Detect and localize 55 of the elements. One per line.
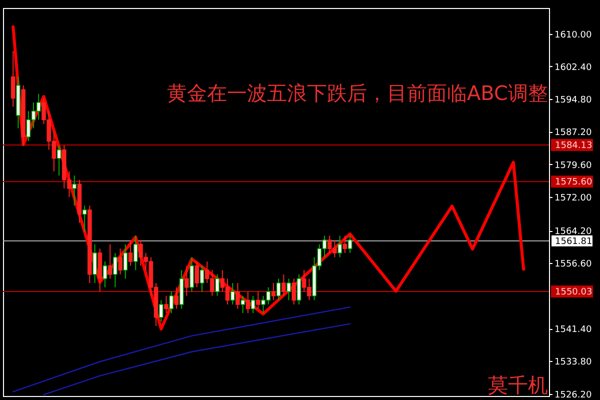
candlestick [282, 274, 286, 296]
y-tick-label: 1594.80 [554, 96, 592, 106]
line-series [43, 323, 351, 396]
candlestick [184, 265, 189, 296]
candlestick [276, 278, 281, 301]
y-tick-label: 1541.40 [554, 325, 592, 336]
ref-line-label: 1550.03 [555, 287, 592, 298]
ref-line-label: 1575.60 [555, 178, 592, 188]
candlestick [72, 175, 77, 206]
y-tick-label: 1564.20 [554, 227, 592, 238]
y-tick-label: 1579.60 [554, 160, 592, 171]
candlestick [348, 235, 352, 254]
candlestick [271, 282, 276, 301]
y-tick-label: 1533.80 [554, 358, 592, 368]
y-tick-label: 1587.20 [554, 128, 592, 138]
candlestick [286, 278, 291, 301]
candlestick [215, 274, 220, 296]
candlestick [108, 244, 112, 280]
annotation: 黄金在一波五浪下跌后，目前面临ABC调整 [166, 81, 548, 105]
candlestick [118, 248, 122, 275]
candlestick [230, 282, 235, 305]
ref-line-label: 1561.81 [555, 236, 592, 247]
candlestick [128, 240, 133, 266]
candlestick [56, 144, 62, 176]
y-tick-label: 1602.40 [554, 62, 592, 73]
candlestick [338, 235, 342, 258]
candlestick [113, 252, 118, 288]
line-series [12, 306, 351, 392]
candlestick [164, 295, 168, 314]
y-tick-label: 1526.20 [554, 390, 592, 400]
candlestick [82, 205, 87, 232]
candlestick [236, 282, 240, 310]
candlestick [240, 295, 245, 314]
candlestick [296, 274, 302, 305]
candlestick [256, 291, 260, 310]
candlestick [250, 295, 256, 314]
candlestick [200, 265, 204, 292]
candlestick [292, 278, 296, 305]
candlestick [190, 256, 194, 292]
candlestick [102, 261, 108, 288]
y-tick-label: 1572.00 [554, 194, 592, 204]
candlestick [92, 244, 97, 284]
annotation: 莫千机 [488, 373, 548, 397]
candlestick [10, 50, 16, 108]
candlestick [133, 235, 138, 271]
candlestick [169, 291, 174, 314]
candlestick [174, 286, 179, 310]
y-tick-label: 1556.60 [554, 260, 592, 270]
y-tick-label: 1610.00 [554, 30, 592, 40]
candlestick [194, 261, 200, 288]
candlestick [158, 300, 164, 322]
candlestick [123, 244, 128, 280]
candlestick [246, 291, 250, 314]
candlestick [342, 235, 348, 254]
ref-line-label: 1584.13 [555, 140, 592, 151]
